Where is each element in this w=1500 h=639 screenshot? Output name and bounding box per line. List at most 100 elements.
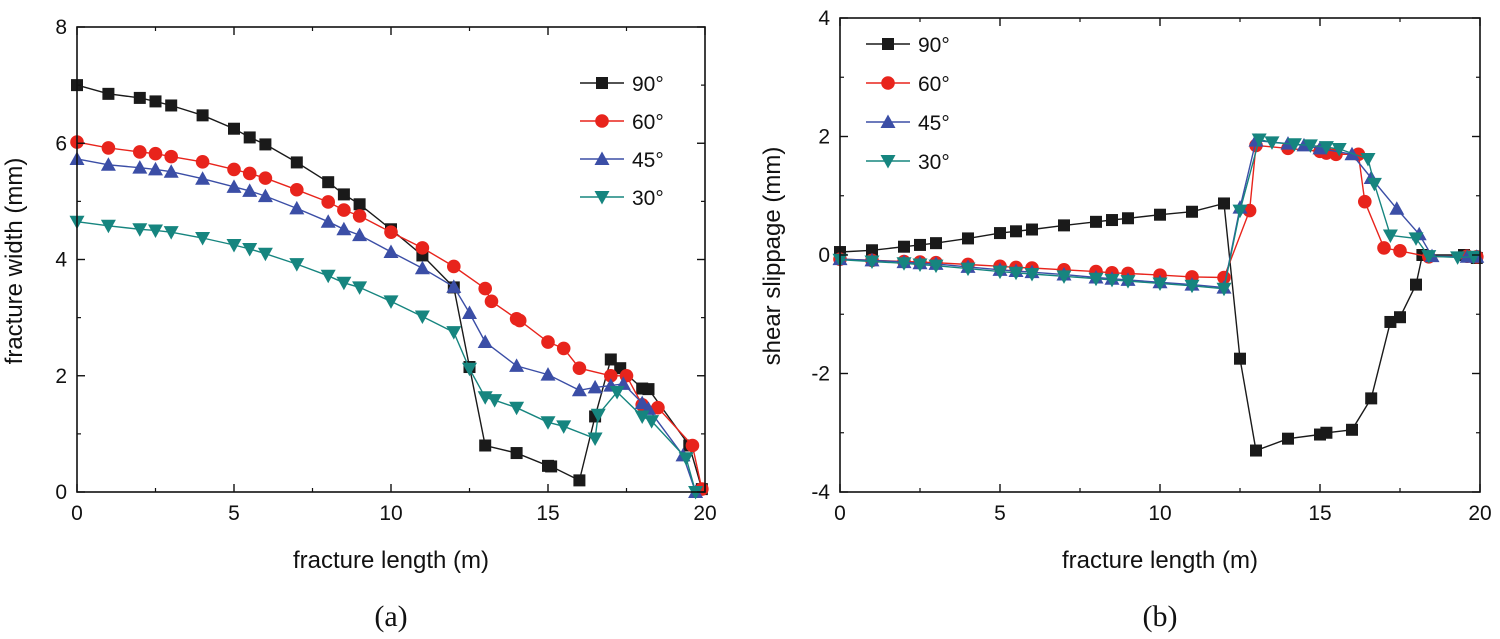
data-point (1058, 219, 1070, 232)
data-point (587, 432, 603, 447)
series-triangle-up-2 (69, 151, 704, 498)
data-point (1312, 140, 1328, 155)
data-point (165, 99, 178, 112)
data-point (1358, 194, 1372, 209)
data-point (634, 395, 650, 410)
data-point (462, 362, 477, 377)
chart-panel-b: 0 5 10 15 20 -4 -2 0 2 4 90° 60° 45° 30° fracture le… (759, 7, 1492, 633)
data-point (928, 259, 944, 274)
data-point (1010, 225, 1022, 238)
data-point (148, 161, 163, 176)
data-point (242, 243, 258, 257)
data-point (1216, 282, 1232, 297)
data-point (243, 131, 256, 144)
data-point (383, 244, 399, 258)
x-axis-label-a: fracture length (m) (293, 547, 489, 574)
data-point (414, 310, 430, 324)
legend-item: 90° (580, 73, 664, 96)
x-tick-label: 5 (994, 502, 1006, 525)
data-point (447, 259, 461, 274)
legend-label: 30° (918, 151, 950, 174)
series-triangle-down-3 (69, 215, 704, 500)
data-point (163, 164, 179, 178)
data-point (912, 258, 928, 272)
data-point (258, 171, 273, 185)
data-point (644, 415, 660, 429)
data-point (1377, 241, 1391, 255)
legend-label: 45° (632, 149, 664, 172)
data-point (1264, 136, 1280, 150)
legend-label: 60° (918, 73, 950, 96)
x-tick-label: 10 (379, 502, 402, 525)
data-point (1408, 232, 1424, 246)
data-point (226, 238, 242, 253)
data-point (1450, 251, 1466, 265)
data-point (228, 122, 240, 135)
series-square-0 (71, 79, 708, 496)
legend-marker (594, 191, 610, 205)
data-point (1250, 444, 1262, 457)
legend-a: 90° 60° 45° 30° (580, 73, 664, 210)
y-tick-label: -2 (811, 363, 830, 386)
x-tick-label: 0 (834, 502, 846, 525)
legend-marker (596, 77, 608, 89)
data-point (1346, 423, 1358, 436)
panel-label-b: (b) (1143, 600, 1178, 633)
data-point (196, 109, 209, 122)
data-point (1366, 177, 1382, 192)
legend-item: 45° (866, 112, 950, 135)
data-point (149, 95, 162, 108)
legend-marker (882, 38, 894, 50)
data-point (290, 156, 303, 169)
data-point (1393, 244, 1407, 258)
data-point (556, 341, 571, 356)
legend-marker (594, 151, 610, 165)
data-point (320, 269, 336, 284)
data-point (914, 238, 926, 251)
legend-marker (880, 155, 896, 169)
data-point (259, 138, 272, 151)
series-triangle-down-3 (832, 133, 1482, 297)
y-tick-label: 6 (55, 132, 67, 155)
series-line (76, 221, 697, 493)
data-point (1466, 250, 1482, 265)
data-point (415, 241, 430, 255)
data-point (651, 400, 665, 415)
data-point (556, 420, 572, 434)
data-point (1154, 208, 1166, 221)
data-point (414, 260, 430, 275)
data-point (1282, 432, 1294, 445)
legend-marker (595, 114, 609, 128)
data-point (1242, 203, 1257, 218)
data-point (1320, 426, 1333, 439)
data-point (352, 281, 368, 295)
data-point (133, 91, 146, 104)
data-point (477, 334, 493, 349)
data-point (487, 394, 503, 408)
data-point (1382, 229, 1398, 243)
data-point (1120, 275, 1136, 289)
data-point (102, 87, 115, 100)
data-point (322, 176, 335, 189)
panel-label-a: (a) (374, 600, 407, 633)
data-point (604, 368, 618, 383)
series-line (76, 84, 703, 490)
data-point (1410, 278, 1422, 291)
data-point (545, 460, 558, 473)
data-point (226, 179, 242, 193)
data-point (510, 447, 523, 460)
data-point (1186, 205, 1198, 218)
y-tick-label: -4 (811, 481, 830, 504)
data-point (509, 358, 525, 372)
series-line (839, 138, 1474, 290)
y-tick-label: 4 (55, 249, 67, 272)
data-point (1152, 277, 1168, 291)
data-point (242, 183, 258, 197)
x-tick-label: 0 (71, 502, 83, 525)
data-point (1331, 142, 1347, 157)
x-tick-label: 20 (1468, 502, 1491, 525)
data-point (573, 474, 586, 487)
legend-item: 90° (866, 34, 950, 57)
data-point (336, 276, 352, 291)
data-point (462, 305, 477, 319)
